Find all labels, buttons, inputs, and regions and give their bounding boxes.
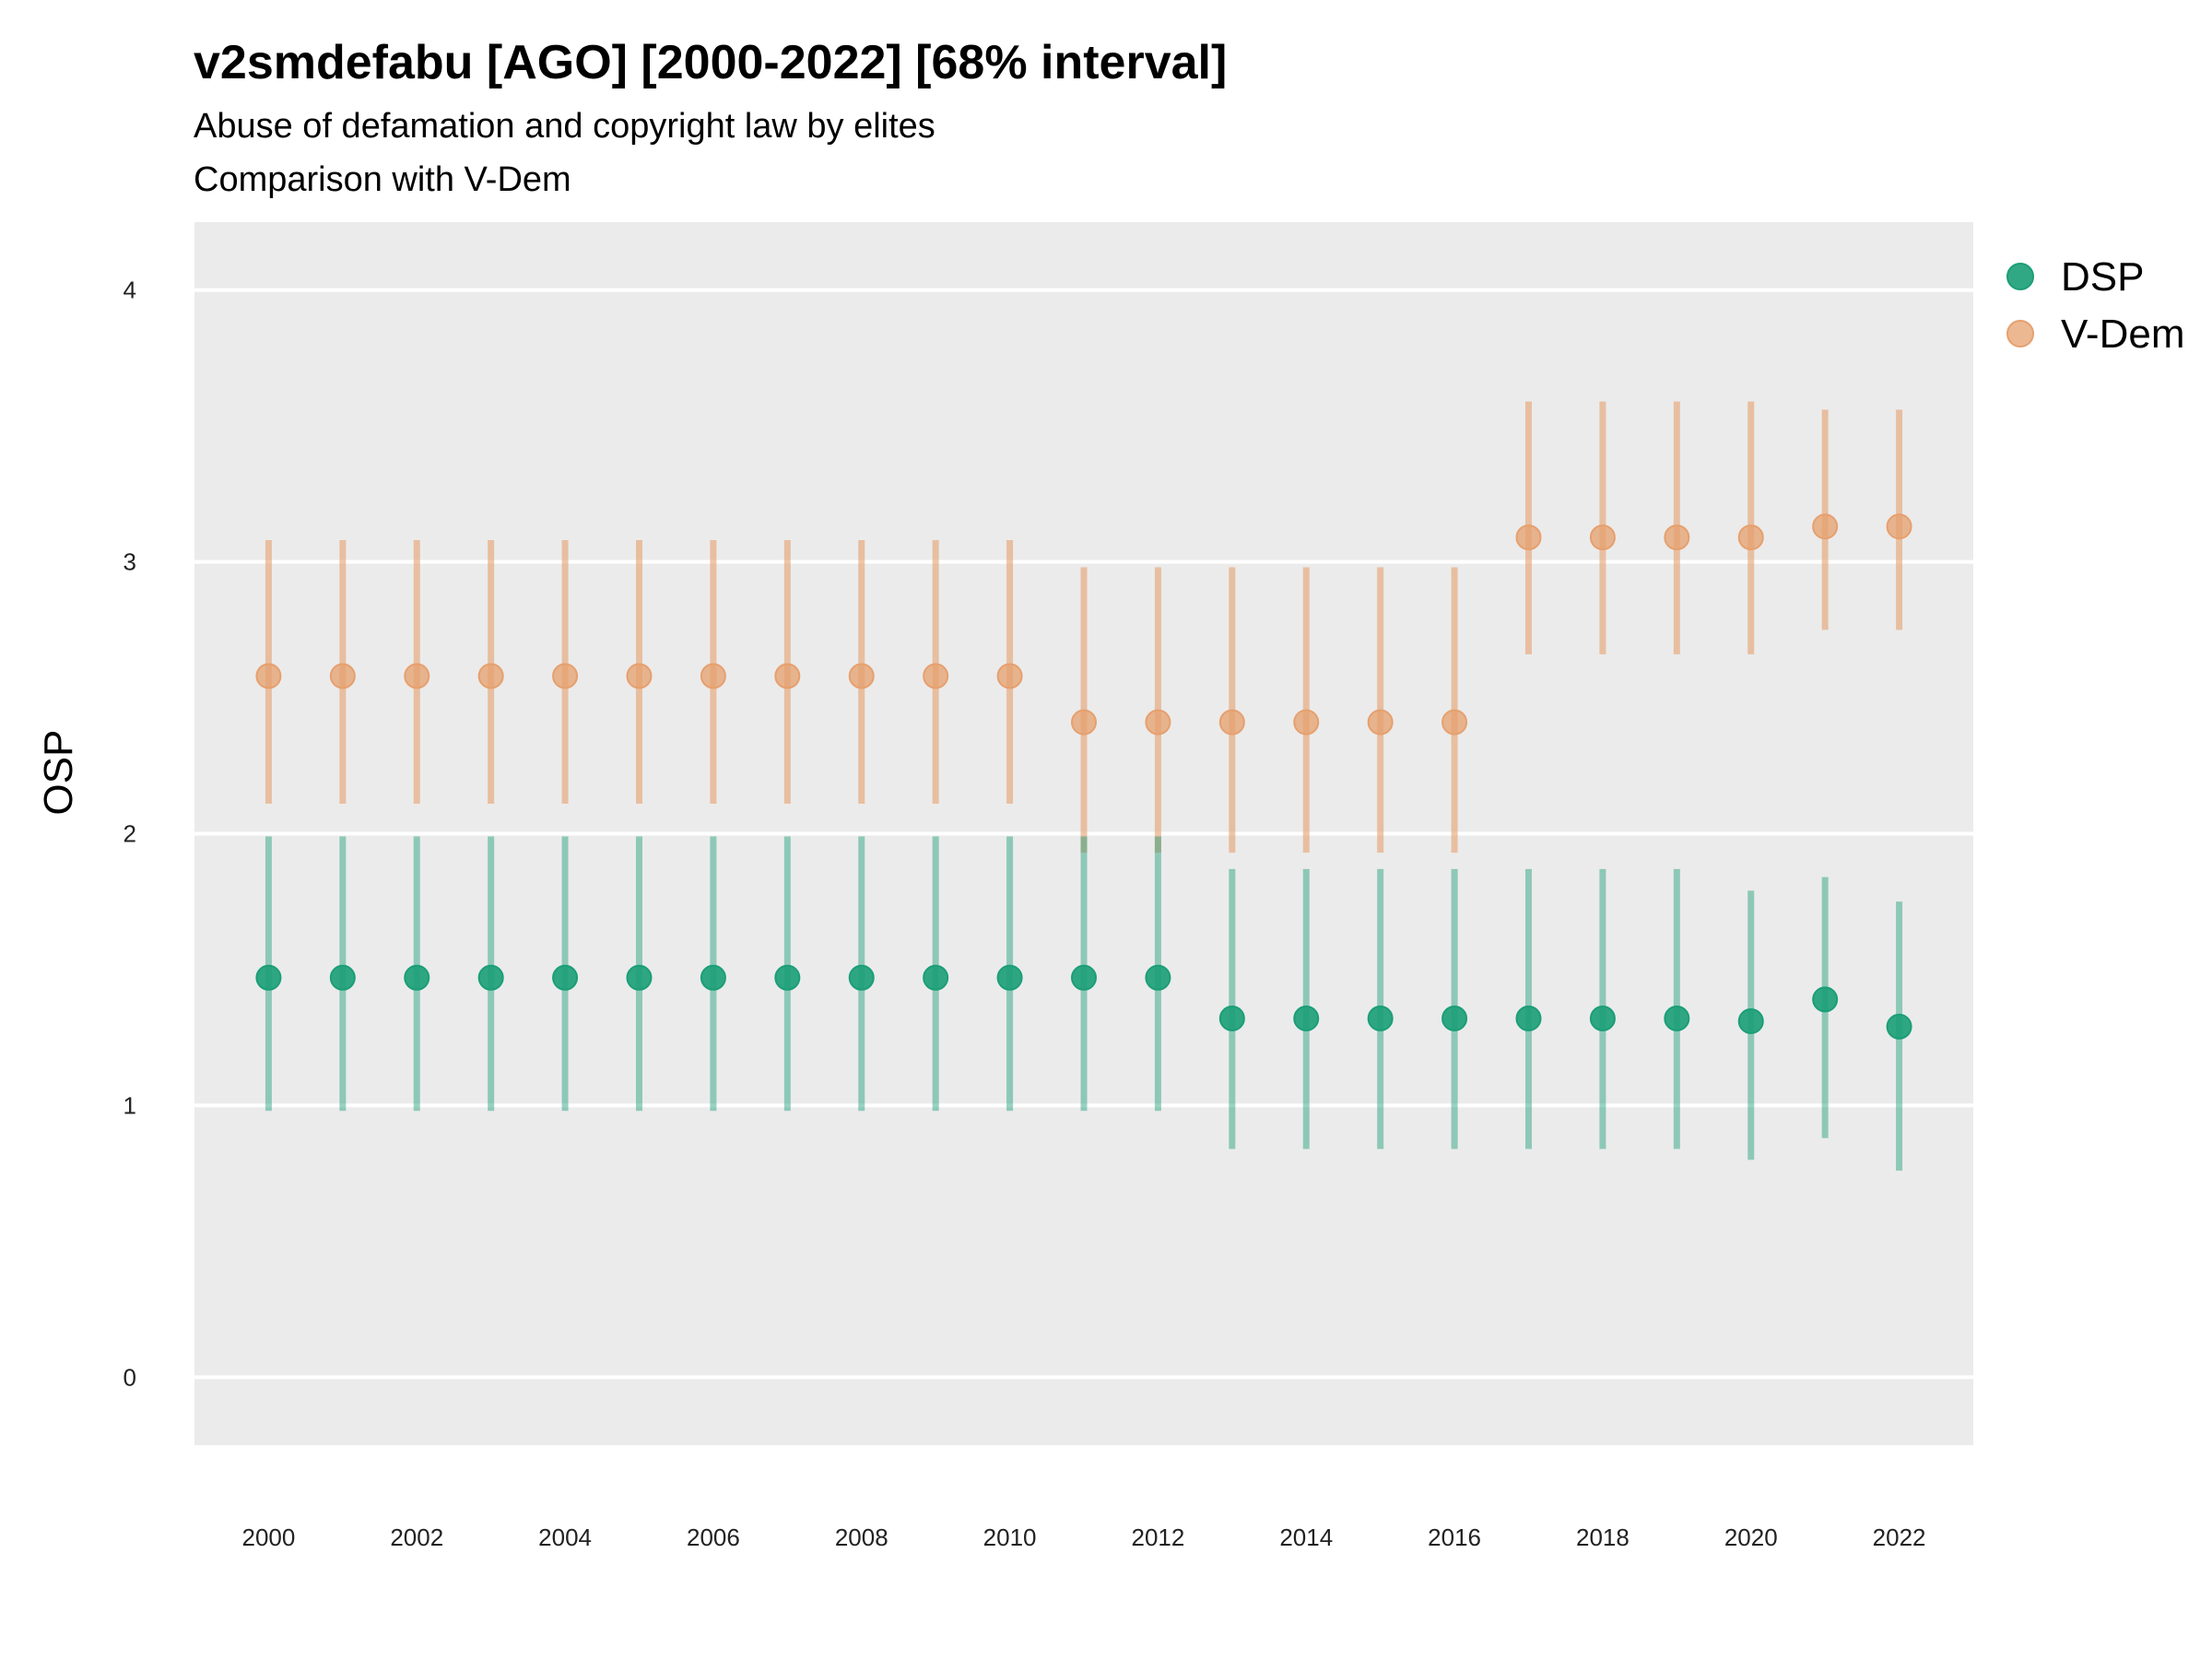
dsp-point xyxy=(774,964,801,991)
dsp-point xyxy=(1145,964,1171,991)
v-dem-point xyxy=(255,663,282,689)
dsp-point xyxy=(552,964,579,991)
v-dem-point xyxy=(1664,524,1690,551)
v-dem-point xyxy=(552,663,579,689)
chart-title: v2smdefabu [AGO] [2000-2022] [68% interv… xyxy=(194,36,1228,89)
y-tick-label: 1 xyxy=(124,1091,136,1119)
v-dem-point xyxy=(700,663,726,689)
y-tick-label: 2 xyxy=(124,820,136,848)
dsp-point xyxy=(1737,1007,1764,1034)
x-tick-label: 2016 xyxy=(1428,1524,1481,1551)
x-tick-label: 2022 xyxy=(1873,1524,1926,1551)
dsp-point xyxy=(1886,1013,1912,1040)
dsp-point xyxy=(1812,986,1839,1013)
dsp-point xyxy=(1218,1006,1245,1032)
y-tick-label: 3 xyxy=(124,548,136,576)
dsp-point xyxy=(848,964,875,991)
x-tick-label: 2020 xyxy=(1724,1524,1778,1551)
dsp-point xyxy=(1515,1006,1542,1032)
v-dem-point xyxy=(1218,709,1245,735)
v-dem-point xyxy=(329,663,356,689)
v-dem-point xyxy=(774,663,801,689)
x-tick-label: 2006 xyxy=(687,1524,740,1551)
x-axis: 2000 2002 2004 2006 2008 2010 2012 2014 2016 2018… xyxy=(241,1524,1925,1551)
v-dem-point xyxy=(996,663,1023,689)
v-dem-point xyxy=(1737,524,1764,551)
v-dem-point xyxy=(1589,524,1616,551)
v-dem-point xyxy=(1515,524,1542,551)
legend: DSP V-Dem xyxy=(2006,254,2184,357)
dsp-point xyxy=(1664,1006,1690,1032)
v-dem-point xyxy=(626,663,653,689)
v-dem-point xyxy=(404,663,430,689)
grid-lines xyxy=(194,288,1973,1380)
x-tick-label: 2014 xyxy=(1279,1524,1333,1551)
y-axis: 0 1 2 3 4 xyxy=(124,276,136,1392)
chart-subtitle: Abuse of defamation and copyright law by… xyxy=(194,107,935,146)
dsp-point xyxy=(626,964,653,991)
v-dem-point xyxy=(477,663,504,689)
dsp-point xyxy=(329,964,356,991)
dsp-point xyxy=(1441,1006,1468,1032)
x-tick-label: 2004 xyxy=(538,1524,592,1551)
series-v-dem xyxy=(255,401,1912,853)
v-dem-point xyxy=(1886,513,1912,540)
x-tick-label: 2012 xyxy=(1131,1524,1184,1551)
y-tick-label: 4 xyxy=(124,276,136,304)
dsp-point xyxy=(923,964,949,991)
x-tick-label: 2018 xyxy=(1576,1524,1630,1551)
v-dem-point xyxy=(1293,709,1320,735)
legend-swatch-v-dem xyxy=(2006,320,2034,347)
legend-swatch-dsp xyxy=(2006,263,2034,290)
dsp-point xyxy=(1071,964,1097,991)
series-dsp xyxy=(255,836,1912,1171)
data-series xyxy=(255,401,1912,1171)
x-tick-label: 2000 xyxy=(241,1524,295,1551)
dsp-point xyxy=(1293,1006,1320,1032)
x-tick-label: 2002 xyxy=(390,1524,443,1551)
x-tick-label: 2010 xyxy=(983,1524,1037,1551)
dsp-point xyxy=(477,964,504,991)
y-axis-title: OSP xyxy=(36,730,81,816)
x-tick-label: 2008 xyxy=(835,1524,888,1551)
y-tick-label: 0 xyxy=(124,1363,136,1391)
dsp-point xyxy=(996,964,1023,991)
v-dem-point xyxy=(1367,709,1394,735)
dsp-point xyxy=(700,964,726,991)
dsp-point xyxy=(404,964,430,991)
v-dem-point xyxy=(848,663,875,689)
v-dem-point xyxy=(923,663,949,689)
dsp-point xyxy=(255,964,282,991)
dsp-point xyxy=(1589,1006,1616,1032)
legend-label-v-dem: V-Dem xyxy=(2061,312,2184,357)
v-dem-point xyxy=(1071,709,1097,735)
v-dem-point xyxy=(1441,709,1468,735)
chart-subtitle-comparison: Comparison with V-Dem xyxy=(194,160,571,199)
v-dem-point xyxy=(1812,513,1839,540)
dsp-point xyxy=(1367,1006,1394,1032)
v-dem-point xyxy=(1145,709,1171,735)
legend-label-dsp: DSP xyxy=(2061,254,2144,300)
